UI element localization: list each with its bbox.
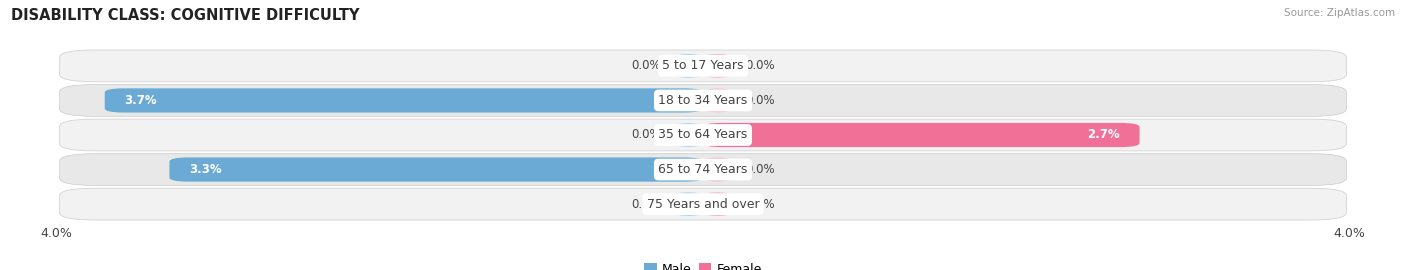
Text: 0.0%: 0.0% xyxy=(631,198,661,211)
Text: 0.0%: 0.0% xyxy=(631,59,661,72)
Text: Source: ZipAtlas.com: Source: ZipAtlas.com xyxy=(1284,8,1395,18)
Text: 65 to 74 Years: 65 to 74 Years xyxy=(658,163,748,176)
Legend: Male, Female: Male, Female xyxy=(640,258,766,270)
FancyBboxPatch shape xyxy=(59,50,1347,82)
FancyBboxPatch shape xyxy=(104,88,703,113)
Text: 3.3%: 3.3% xyxy=(188,163,222,176)
FancyBboxPatch shape xyxy=(703,54,733,78)
Text: 35 to 64 Years: 35 to 64 Years xyxy=(658,129,748,141)
FancyBboxPatch shape xyxy=(59,119,1347,151)
Text: 0.0%: 0.0% xyxy=(745,94,775,107)
Text: 75 Years and over: 75 Years and over xyxy=(647,198,759,211)
FancyBboxPatch shape xyxy=(59,85,1347,116)
FancyBboxPatch shape xyxy=(59,188,1347,220)
Text: 2.7%: 2.7% xyxy=(1087,129,1121,141)
Text: 5 to 17 Years: 5 to 17 Years xyxy=(662,59,744,72)
Text: 0.0%: 0.0% xyxy=(745,163,775,176)
FancyBboxPatch shape xyxy=(703,192,733,216)
Text: 0.0%: 0.0% xyxy=(745,59,775,72)
FancyBboxPatch shape xyxy=(703,123,1140,147)
FancyBboxPatch shape xyxy=(703,157,733,182)
FancyBboxPatch shape xyxy=(170,157,703,182)
Text: 0.0%: 0.0% xyxy=(745,198,775,211)
Text: 0.0%: 0.0% xyxy=(631,129,661,141)
FancyBboxPatch shape xyxy=(673,192,703,216)
Text: DISABILITY CLASS: COGNITIVE DIFFICULTY: DISABILITY CLASS: COGNITIVE DIFFICULTY xyxy=(11,8,360,23)
Text: 3.7%: 3.7% xyxy=(124,94,157,107)
FancyBboxPatch shape xyxy=(673,54,703,78)
FancyBboxPatch shape xyxy=(673,123,703,147)
FancyBboxPatch shape xyxy=(703,88,733,113)
Text: 18 to 34 Years: 18 to 34 Years xyxy=(658,94,748,107)
FancyBboxPatch shape xyxy=(59,154,1347,185)
